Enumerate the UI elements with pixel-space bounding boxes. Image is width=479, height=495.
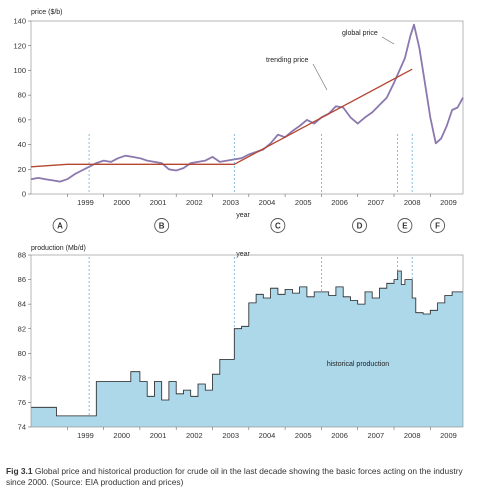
- production-chart: production (Mb/d) year historical produc…: [18, 245, 464, 440]
- phase-label-d: D: [357, 222, 363, 231]
- phase-circle: [430, 218, 446, 233]
- phase-label-c: C: [275, 222, 281, 231]
- price-y-tick-label: 100: [13, 66, 26, 75]
- caption-text: Global price and historical production f…: [6, 466, 463, 487]
- production-y-tick-label: 80: [18, 349, 26, 358]
- price-x-tick-label: 2009: [440, 198, 457, 207]
- price-y-tick-label: 60: [18, 115, 26, 124]
- production-y-tick-label: 86: [18, 275, 26, 284]
- price-x-tick-label: 2004: [259, 198, 276, 207]
- price-x-tick-label: 2003: [222, 198, 239, 207]
- production-plot-area: [30, 254, 464, 428]
- phase-circle: [52, 218, 68, 233]
- price-x-tick-label: 2008: [404, 198, 421, 207]
- price-x-tick-label: 1999: [77, 198, 94, 207]
- production-x-tick-label: 2000: [113, 431, 130, 440]
- price-plot-area: [30, 20, 464, 195]
- price-y-tick-label: 140: [13, 17, 26, 26]
- historical-production-area: [31, 271, 463, 427]
- price-y-tick-label: 0: [22, 190, 26, 199]
- phase-circle: [270, 218, 286, 233]
- production-x-tick-label: 1999: [77, 431, 94, 440]
- production-y-axis-label: production (Mb/d): [31, 245, 86, 252]
- phase-label-b: B: [159, 222, 165, 231]
- historical-production-annotation: historical production: [327, 361, 389, 368]
- global-price-leader: [381, 36, 395, 45]
- production-x-tick-label: 2004: [259, 431, 276, 440]
- production-y-tick-label: 78: [18, 373, 26, 382]
- trending-price-leader: [312, 63, 328, 91]
- price-x-tick-label: 2005: [295, 198, 312, 207]
- price-x-tick-label: 2002: [186, 198, 203, 207]
- production-x-tick-label: 2006: [331, 431, 348, 440]
- phase-circle: [352, 218, 367, 233]
- trending-price-line: [30, 68, 413, 168]
- production-x-tick-label: 2005: [295, 431, 312, 440]
- production-x-tick-label: 2002: [186, 431, 203, 440]
- production-x-tick-label: 2003: [222, 431, 239, 440]
- production-x-tick-label: 2008: [404, 431, 421, 440]
- price-x-tick-label: 2000: [113, 198, 130, 207]
- trending-price-annotation: trending price: [266, 57, 309, 64]
- phase-label-a: A: [57, 222, 63, 231]
- price-y-tick-label: 20: [18, 165, 26, 174]
- price-y-tick-label: 40: [18, 140, 26, 149]
- production-y-tick-label: 82: [18, 324, 26, 333]
- price-y-axis-label: price ($/b): [31, 9, 63, 16]
- price-chart: price ($/b) year global price trending p…: [13, 9, 464, 219]
- production-y-tick-label: 74: [18, 423, 26, 432]
- phase-label-e: E: [402, 222, 408, 231]
- price-x-tick-label: 2007: [368, 198, 385, 207]
- global-price-annotation: global price: [342, 30, 378, 37]
- production-top-x-axis-label: year: [236, 251, 250, 258]
- phase-circle: [154, 218, 170, 233]
- production-x-tick-label: 2007: [368, 431, 385, 440]
- production-x-tick-label: 2009: [440, 431, 457, 440]
- production-x-tick-label: 2001: [150, 431, 167, 440]
- price-y-tick-label: 80: [18, 91, 26, 100]
- price-x-tick-label: 2001: [150, 198, 167, 207]
- figure-caption: Fig 3.1 Global price and historical prod…: [6, 466, 476, 488]
- production-y-tick-label: 88: [18, 251, 26, 260]
- price-x-axis-label: year: [236, 212, 250, 219]
- phase-circle: [397, 218, 413, 233]
- price-x-tick-label: 2006: [331, 198, 348, 207]
- phase-markers: A B C D E F: [52, 218, 446, 233]
- production-y-tick-label: 76: [18, 398, 26, 407]
- caption-label: Fig 3.1: [6, 466, 33, 476]
- price-y-tick-label: 120: [13, 41, 26, 50]
- historical-production-line: [31, 270, 463, 417]
- production-y-tick-label: 84: [18, 300, 26, 309]
- phase-label-f: F: [435, 222, 440, 231]
